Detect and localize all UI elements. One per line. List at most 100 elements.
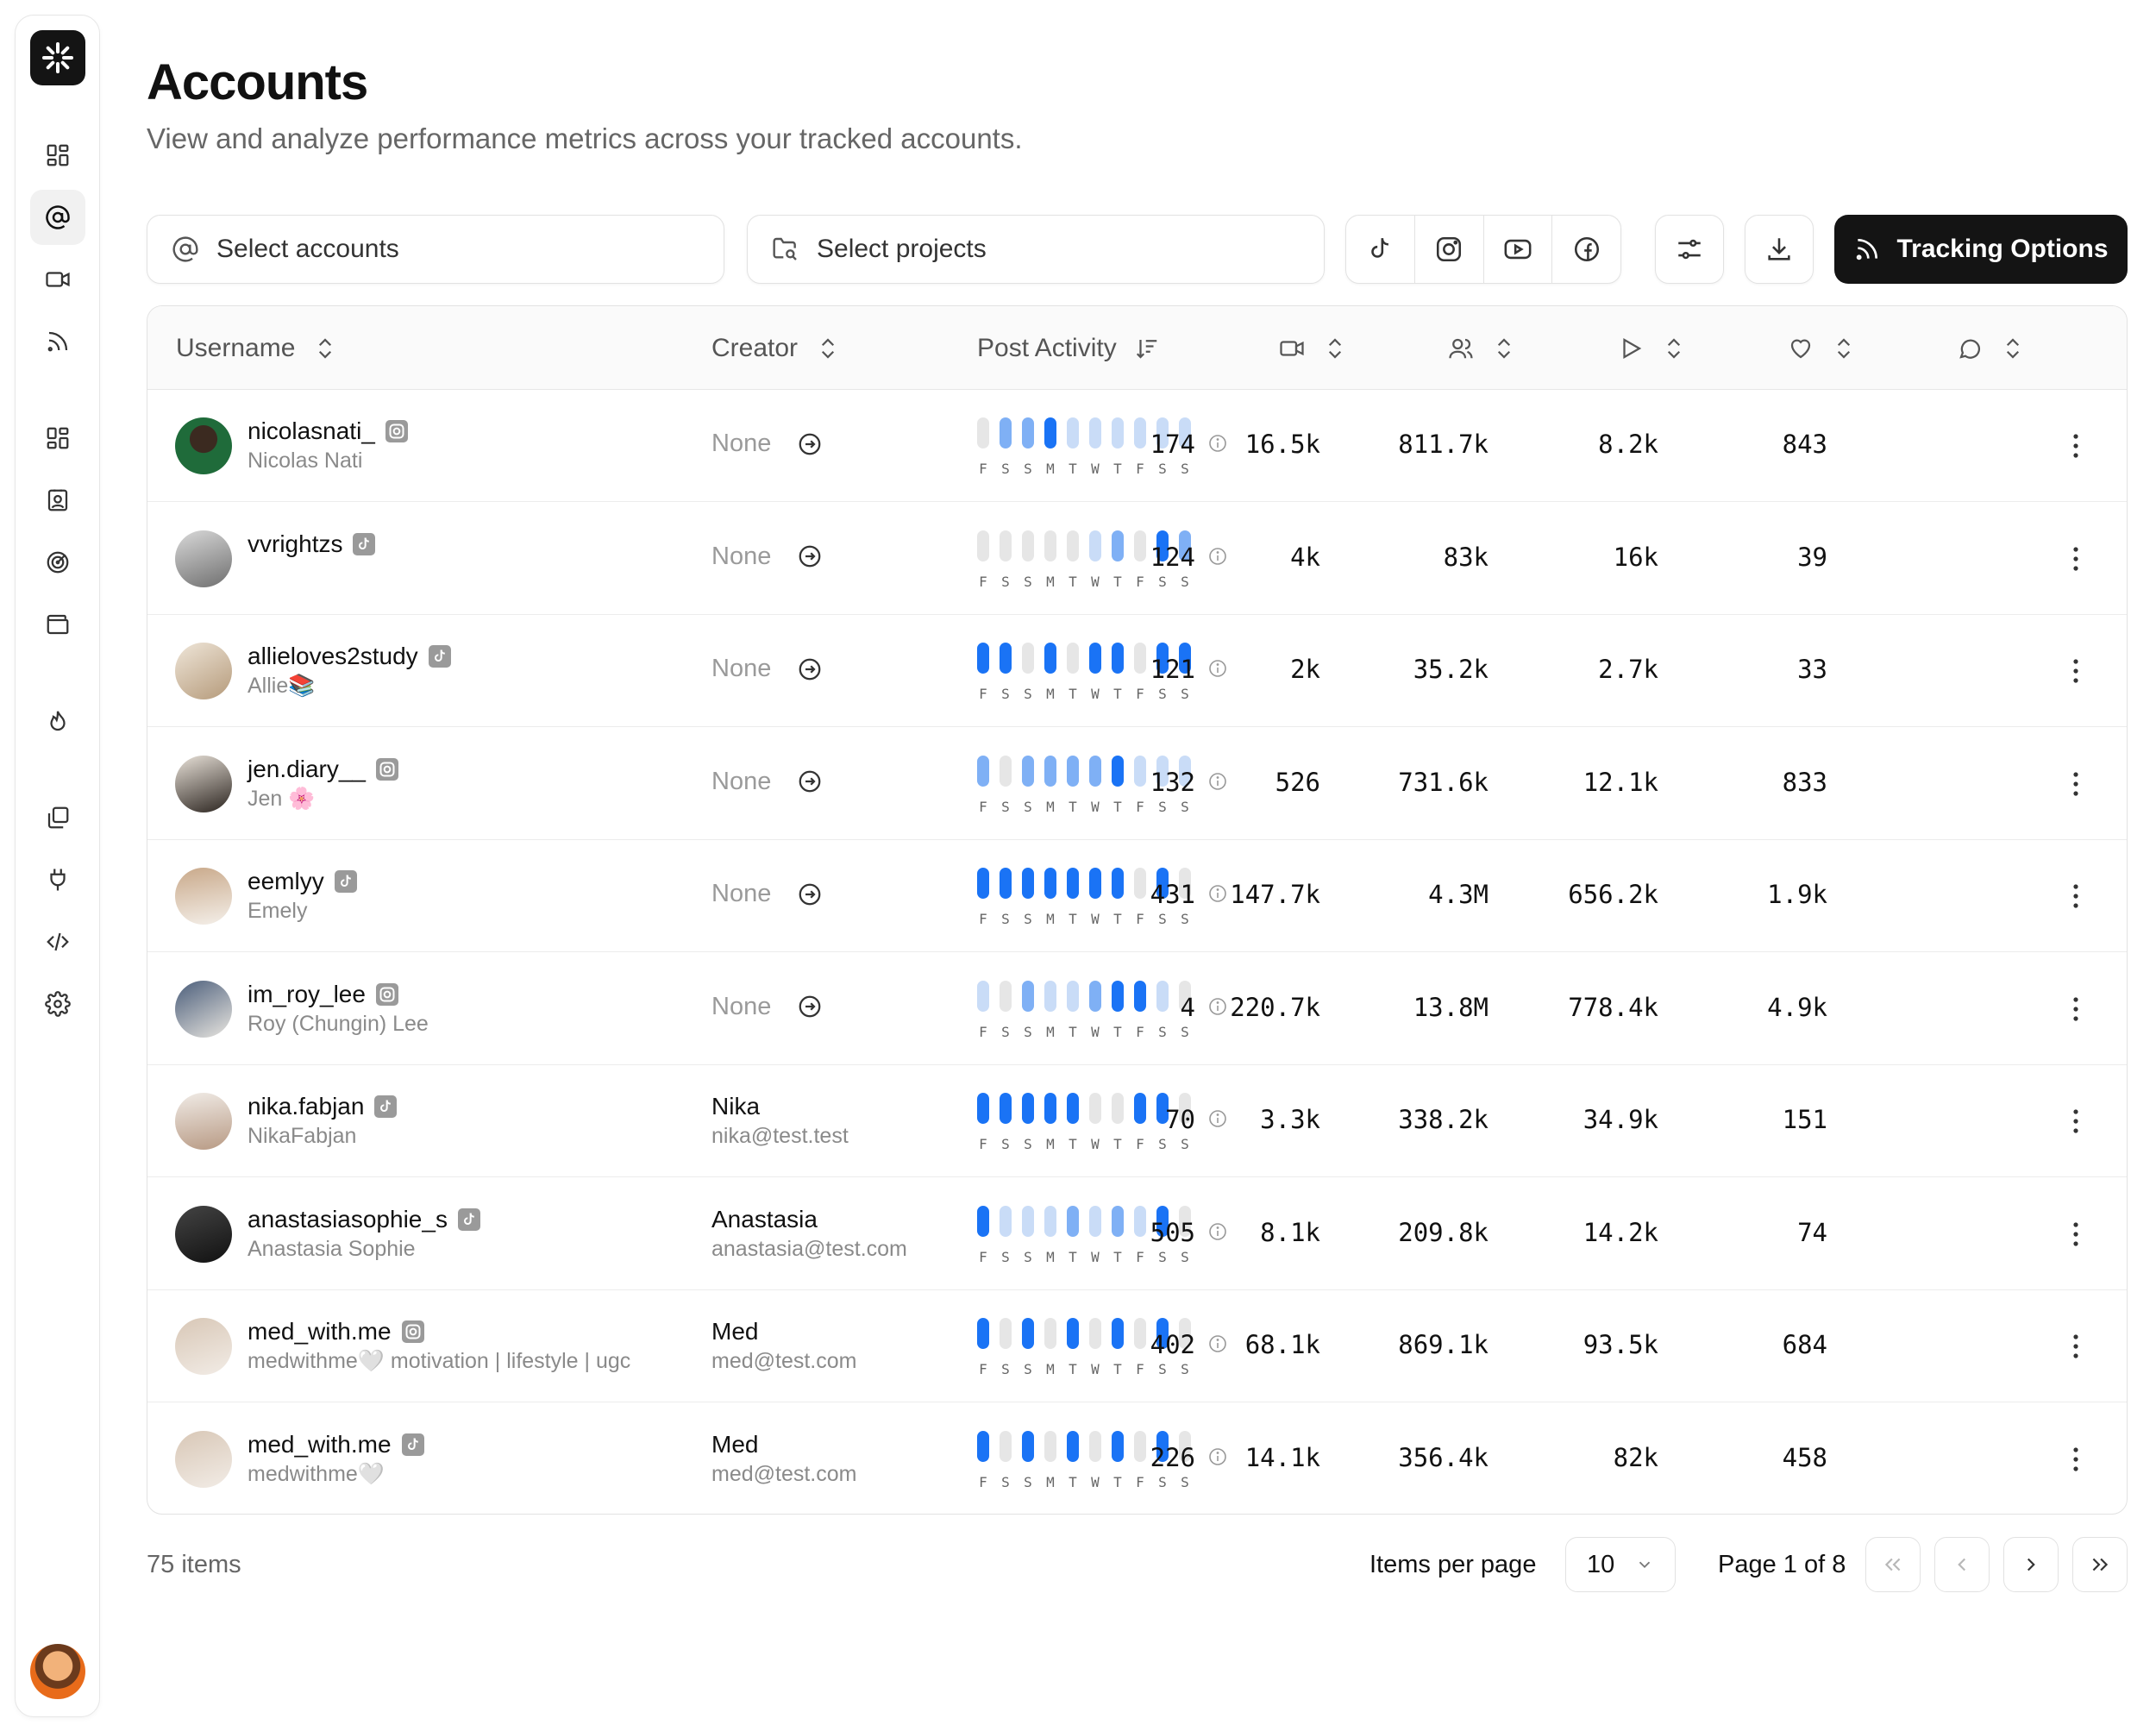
activity-day-label: F (1136, 461, 1144, 477)
info-icon[interactable] (1207, 883, 1228, 904)
more-options-icon[interactable] (2072, 881, 2079, 911)
select-accounts-dropdown[interactable]: Select accounts (147, 215, 724, 284)
activity-day-label: T (1113, 798, 1122, 815)
nav-goals[interactable] (30, 535, 85, 590)
info-icon[interactable] (1207, 1333, 1228, 1354)
info-icon[interactable] (1207, 546, 1228, 567)
column-creator[interactable]: Creator (711, 306, 841, 390)
account-display-name: medwithme🤍 (248, 1461, 385, 1486)
nav-creators[interactable] (30, 473, 85, 528)
more-options-icon[interactable] (2072, 994, 2079, 1024)
tracking-options-button[interactable]: Tracking Options (1834, 215, 2128, 284)
nav-videos[interactable] (30, 252, 85, 307)
account-username[interactable]: vvrightzs (248, 530, 376, 558)
assign-creator-icon[interactable] (797, 768, 823, 794)
column-videos[interactable] (1279, 306, 1348, 390)
platform-instagram-button[interactable] (1415, 216, 1484, 283)
table-row[interactable]: eemlyy Emely None F S S M T W T F S S 431 147.7k 4.3… (147, 840, 2127, 952)
video-icon (1280, 340, 1304, 356)
more-options-icon[interactable] (2072, 1107, 2079, 1136)
account-username[interactable]: im_roy_lee (248, 981, 398, 1008)
previous-page-button[interactable] (1934, 1537, 1990, 1592)
info-icon[interactable] (1207, 433, 1228, 454)
assign-creator-icon[interactable] (797, 543, 823, 569)
account-username[interactable]: nicolasnati_ (248, 417, 408, 445)
more-options-icon[interactable] (2072, 431, 2079, 461)
table-row[interactable]: jen.diary__ Jen 🌸 None F S S M T W T F S S 132 526 7… (147, 728, 2127, 840)
metric-videos: 121 (1150, 655, 1195, 684)
platform-badge (385, 420, 408, 442)
nav-accounts[interactable] (30, 190, 85, 245)
sort-icon (1667, 337, 1681, 359)
more-options-icon[interactable] (2072, 1445, 2079, 1474)
column-followers[interactable] (1448, 306, 1517, 390)
nav-integrations[interactable] (30, 852, 85, 907)
sort-icon (1328, 337, 1342, 359)
info-icon[interactable] (1207, 1108, 1228, 1129)
activity-day-label: S (1181, 461, 1189, 477)
filters-button[interactable] (1655, 215, 1724, 284)
tiktok-icon (340, 875, 351, 887)
account-username[interactable]: eemlyy (248, 868, 357, 895)
users-icon (1449, 338, 1473, 358)
account-username[interactable]: med_with.me (248, 1318, 424, 1346)
account-username[interactable]: jen.diary__ (248, 756, 398, 783)
column-post-activity[interactable]: Post Activity (977, 306, 1160, 390)
assign-creator-icon[interactable] (797, 881, 823, 907)
account-username[interactable]: nika.fabjan (248, 1093, 398, 1120)
table-row[interactable]: med_with.me medwithme🤍 Med med@test.com F S S… (147, 1403, 2127, 1515)
table-row[interactable]: med_with.me medwithme🤍 motivation | life… (147, 1290, 2127, 1402)
items-per-page-select[interactable]: 10 (1565, 1537, 1676, 1592)
column-likes[interactable] (1788, 306, 1857, 390)
rss-icon (1857, 239, 1878, 260)
nav-wallet[interactable] (30, 597, 85, 652)
account-username[interactable]: anastasiasophie_s (248, 1206, 480, 1233)
username-text: allieloves2study (248, 643, 418, 669)
column-views[interactable] (1618, 306, 1687, 390)
platform-facebook-button[interactable] (1552, 216, 1620, 283)
table-row[interactable]: anastasiasophie_s Anastasia Sophie Anasta… (147, 1178, 2127, 1290)
nav-dashboard[interactable] (30, 128, 85, 183)
platform-youtube-button[interactable] (1484, 216, 1553, 283)
user-avatar[interactable] (30, 1644, 85, 1699)
info-icon[interactable] (1207, 1446, 1228, 1467)
more-options-icon[interactable] (2072, 544, 2079, 574)
next-page-button[interactable] (2003, 1537, 2059, 1592)
first-page-button[interactable] (1865, 1537, 1921, 1592)
last-page-button[interactable] (2072, 1537, 2128, 1592)
info-icon[interactable] (1207, 996, 1228, 1017)
assign-creator-icon[interactable] (797, 994, 823, 1019)
select-projects-dropdown[interactable]: Select projects (747, 215, 1325, 284)
nav-settings[interactable] (30, 976, 85, 1032)
assign-creator-icon[interactable] (797, 656, 823, 682)
more-options-icon[interactable] (2072, 656, 2079, 686)
nav-feeds[interactable] (30, 314, 85, 369)
nav-developer[interactable] (30, 914, 85, 969)
info-icon[interactable] (1207, 658, 1228, 679)
export-button[interactable] (1745, 215, 1814, 284)
account-username[interactable]: allieloves2study (248, 643, 451, 670)
column-comments[interactable] (1957, 306, 2026, 390)
activity-bar (1179, 530, 1191, 561)
column-username[interactable]: Username (176, 306, 338, 390)
more-options-icon[interactable] (2072, 1332, 2079, 1361)
nav-trending[interactable] (30, 693, 85, 749)
nav-grid[interactable] (30, 411, 85, 466)
facebook-icon (1574, 236, 1599, 262)
more-options-icon[interactable] (2072, 1220, 2079, 1249)
table-row[interactable]: nika.fabjan NikaFabjan Nika nika@test.test… (147, 1065, 2127, 1177)
nav-files[interactable] (30, 790, 85, 845)
table-row[interactable]: vvrightzs None F S S M T W T F S S 124 4k 83k 16k 39 (147, 503, 2127, 615)
platform-tiktok-button[interactable] (1346, 216, 1415, 283)
info-icon[interactable] (1207, 1221, 1228, 1242)
activity-bar (1179, 643, 1191, 674)
account-username[interactable]: med_with.me (248, 1431, 424, 1458)
app-logo[interactable] (30, 30, 85, 85)
assign-creator-icon[interactable] (797, 431, 823, 457)
more-options-icon[interactable] (2072, 769, 2079, 799)
metric-videos: 402 (1150, 1330, 1195, 1359)
info-icon[interactable] (1207, 771, 1228, 792)
